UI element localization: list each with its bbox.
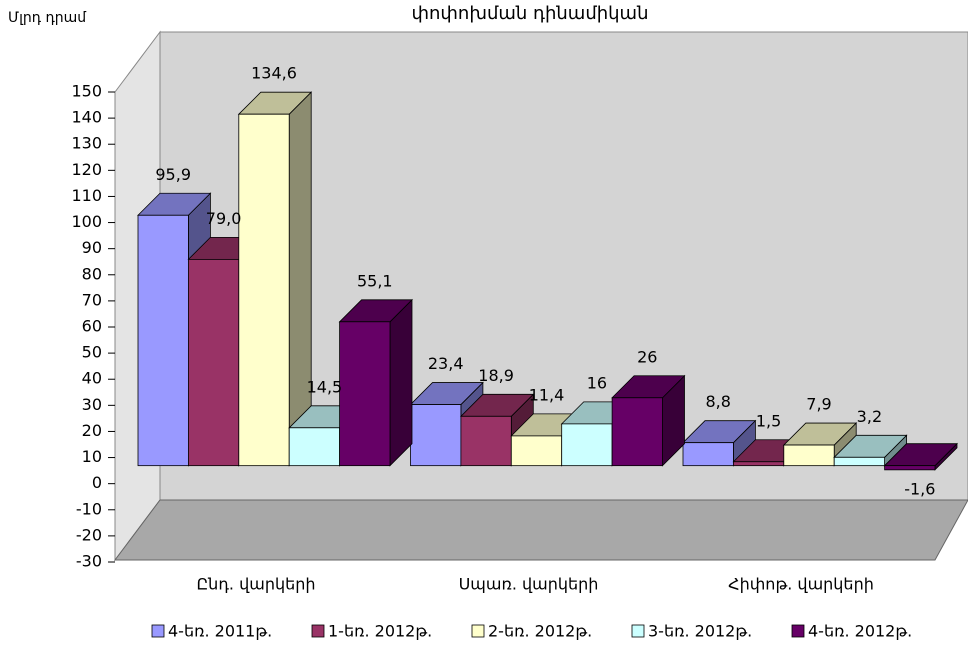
y-tick-label: 130 (71, 134, 102, 153)
data-label: 1,5 (756, 411, 781, 430)
data-label: 3,2 (857, 407, 882, 426)
y-tick-label: 150 (71, 82, 102, 101)
x-tick-label: Ընդ. վարկերի (196, 575, 315, 594)
bar (561, 423, 613, 467)
bar (460, 415, 512, 467)
y-tick-label: 140 (71, 108, 102, 127)
legend-label: 1-եռ. 2012թ. (328, 622, 432, 641)
y-tick-label: -30 (76, 552, 102, 571)
y-tick-label: 50 (82, 343, 102, 362)
bar (410, 404, 462, 467)
bar (733, 461, 785, 467)
y-tick-label: 120 (71, 160, 102, 179)
y-tick-label: 20 (82, 421, 102, 440)
bar (288, 427, 341, 467)
bar (137, 214, 189, 467)
data-label: 23,4 (428, 354, 464, 373)
y-tick-label: 90 (82, 238, 102, 257)
x-tick-label: Հիփոթ. վարկերի (728, 575, 874, 594)
legend-label: 4-եռ. 2011թ. (168, 622, 272, 641)
legend-swatch (791, 624, 805, 638)
data-label: 55,1 (357, 271, 393, 290)
y-tick-label: 70 (82, 290, 102, 309)
x-tick-label: Սպառ. վարկերի (459, 575, 599, 594)
data-label: 16 (587, 373, 607, 392)
bar (510, 435, 563, 467)
y-axis-label: Մլրդ դրամ (8, 10, 87, 26)
bar (339, 321, 391, 467)
data-label: 18,9 (478, 366, 514, 385)
y-tick-label: 0 (92, 473, 102, 492)
bar (611, 397, 663, 467)
legend-label: 2-եռ. 2012թ. (488, 622, 592, 641)
y-tick-label: 80 (82, 264, 102, 283)
y-tick-label: 60 (82, 317, 102, 336)
bar (833, 456, 886, 467)
data-label: -1,6 (904, 479, 935, 498)
y-tick-label: -20 (76, 525, 102, 544)
legend-swatch (631, 624, 645, 638)
bar (187, 258, 240, 467)
y-tick-label: 110 (71, 186, 102, 205)
y-tick-label: 100 (71, 212, 102, 231)
y-tick-label: -10 (76, 499, 102, 518)
chart-title: փոփոխման դինամիկան (411, 3, 648, 24)
bar (884, 465, 936, 471)
legend-label: 4-եռ. 2012թ. (808, 622, 912, 641)
legend-swatch (311, 624, 325, 638)
data-label: 11,4 (529, 385, 565, 404)
data-label: 79,0 (206, 209, 242, 228)
legend-swatch (151, 624, 165, 638)
y-tick-label: 40 (82, 369, 102, 388)
data-label: 26 (637, 347, 657, 366)
data-label: 8,8 (705, 392, 730, 411)
legend-label: 3-եռ. 2012թ. (648, 622, 752, 641)
floor (114, 499, 968, 561)
y-tick-label: 30 (82, 395, 102, 414)
legend-swatch (471, 624, 485, 638)
bar (682, 442, 734, 467)
data-label: 95,9 (155, 165, 191, 184)
y-tick-label: 10 (82, 447, 102, 466)
bar (783, 444, 835, 467)
bar-side (389, 298, 413, 467)
bar (238, 113, 290, 467)
data-label: 7,9 (806, 395, 831, 414)
data-label: 14,5 (307, 377, 343, 396)
data-label: 134,6 (251, 64, 297, 83)
